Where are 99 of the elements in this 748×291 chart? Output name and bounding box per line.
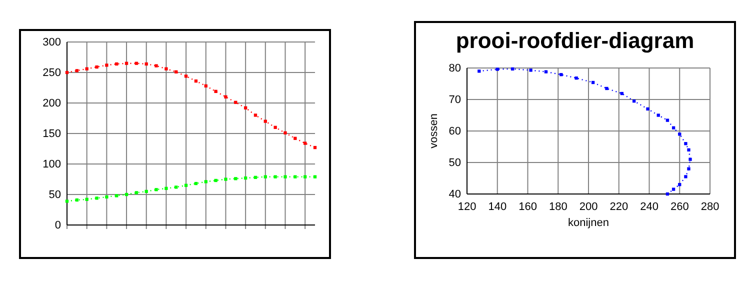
point <box>65 200 69 203</box>
point <box>144 190 148 194</box>
point <box>304 175 307 178</box>
point <box>529 68 532 72</box>
point <box>105 64 108 67</box>
x-tick-label: 180 <box>548 200 568 213</box>
x-tick-label: 140 <box>488 200 507 213</box>
y-tick-label: 250 <box>42 67 61 80</box>
point <box>164 186 168 190</box>
point <box>95 65 98 69</box>
point <box>254 176 258 179</box>
point <box>478 70 481 73</box>
point <box>510 67 514 71</box>
point <box>544 70 548 74</box>
x-tick-label: 220 <box>610 200 628 213</box>
point <box>214 178 218 182</box>
point <box>678 182 682 186</box>
y-tick-label: 60 <box>448 126 461 138</box>
point <box>105 195 108 199</box>
point <box>620 92 624 96</box>
point <box>672 188 676 191</box>
x-tick-label: 160 <box>518 200 537 213</box>
point <box>574 76 578 80</box>
point <box>75 198 78 202</box>
point <box>591 80 595 84</box>
y-tick-label: 300 <box>42 36 61 49</box>
point <box>194 79 198 83</box>
point <box>666 192 670 196</box>
point <box>214 90 218 93</box>
point <box>632 99 636 103</box>
point <box>234 100 238 104</box>
point <box>134 191 138 194</box>
point <box>95 196 98 200</box>
y-axis-title: vossen <box>428 114 440 148</box>
x-tick-label: 120 <box>458 200 476 213</box>
x-tick-label: 260 <box>670 200 689 213</box>
point <box>684 175 688 178</box>
point <box>264 175 267 178</box>
point <box>85 67 88 70</box>
point <box>184 184 188 187</box>
point <box>174 70 178 74</box>
point <box>294 175 297 178</box>
point <box>244 176 248 180</box>
point <box>264 120 267 123</box>
y-tick-label: 50 <box>448 157 461 170</box>
x-tick-label: 200 <box>579 200 598 213</box>
point <box>646 107 650 111</box>
point <box>688 158 692 161</box>
point <box>204 180 208 184</box>
point <box>313 146 317 150</box>
x-tick-label: 240 <box>640 200 658 213</box>
point <box>294 136 297 140</box>
y-tick-label: 200 <box>42 98 61 110</box>
point <box>254 114 258 117</box>
point <box>154 64 158 68</box>
point <box>184 74 188 78</box>
point <box>304 142 307 145</box>
point <box>313 175 317 178</box>
point <box>224 178 228 181</box>
chart-title: prooi-roofdier-diagram <box>456 28 694 53</box>
point <box>124 192 128 196</box>
point <box>244 106 248 110</box>
y-tick-label: 100 <box>42 158 61 171</box>
y-tick-label: 0 <box>54 220 61 232</box>
point <box>684 142 688 146</box>
point <box>124 62 128 65</box>
point <box>164 67 168 70</box>
point <box>496 68 499 71</box>
point <box>605 86 608 90</box>
y-tick-label: 50 <box>48 189 61 202</box>
point <box>666 118 670 122</box>
point <box>672 126 676 130</box>
point <box>154 188 158 192</box>
y-tick-label: 70 <box>448 94 461 106</box>
point <box>75 69 78 72</box>
point <box>234 177 238 180</box>
y-tick-label: 150 <box>42 128 61 140</box>
point <box>687 167 690 170</box>
point <box>274 175 277 178</box>
point <box>134 62 138 65</box>
point <box>284 175 287 178</box>
point <box>115 62 118 66</box>
point <box>85 198 88 201</box>
point <box>224 95 228 98</box>
point <box>656 114 660 117</box>
y-tick-label: 40 <box>448 188 461 201</box>
point <box>174 186 178 189</box>
point <box>284 131 287 134</box>
point <box>194 182 198 186</box>
x-axis-title: konijnen <box>568 217 609 229</box>
point <box>144 62 148 66</box>
point <box>274 126 277 129</box>
point <box>560 73 563 76</box>
point <box>687 148 690 152</box>
point <box>678 132 682 136</box>
y-tick-label: 80 <box>448 62 461 75</box>
x-tick-label: 280 <box>700 200 720 213</box>
point <box>115 194 118 198</box>
point <box>204 84 208 88</box>
